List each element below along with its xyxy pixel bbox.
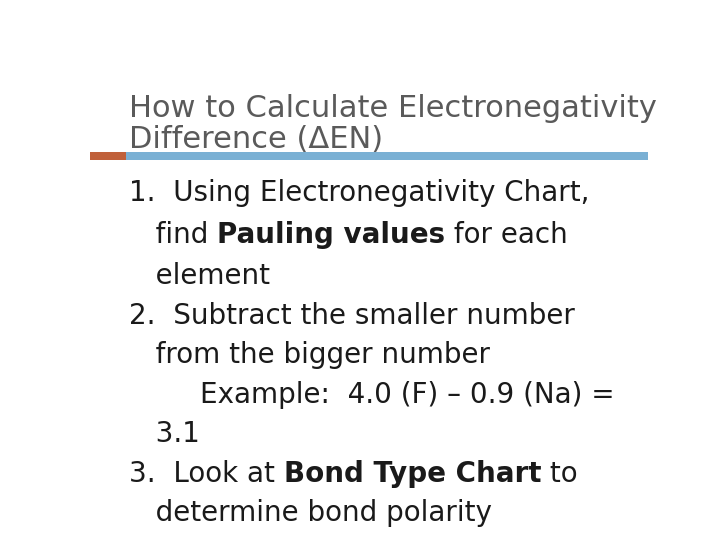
Text: Bond Type Chart: Bond Type Chart (284, 460, 541, 488)
Text: for each: for each (446, 221, 568, 249)
Text: 1.  Using Electronegativity Chart,: 1. Using Electronegativity Chart, (129, 179, 590, 207)
Text: Pauling values: Pauling values (217, 221, 446, 249)
Text: from the bigger number: from the bigger number (129, 341, 490, 369)
Text: 3.1: 3.1 (129, 420, 200, 448)
Text: 2.  Subtract the smaller number: 2. Subtract the smaller number (129, 302, 575, 330)
Text: to: to (541, 460, 578, 488)
Text: How to Calculate Electronegativity: How to Calculate Electronegativity (129, 94, 657, 123)
Text: Difference (ΔEN): Difference (ΔEN) (129, 125, 383, 154)
FancyBboxPatch shape (126, 152, 648, 160)
Text: 3.  Look at: 3. Look at (129, 460, 284, 488)
Text: determine bond polarity: determine bond polarity (129, 500, 492, 528)
FancyBboxPatch shape (90, 152, 126, 160)
Text: find: find (129, 221, 217, 249)
Text: Example:  4.0 (F) – 0.9 (Na) =: Example: 4.0 (F) – 0.9 (Na) = (129, 381, 615, 409)
Text: element: element (129, 262, 270, 291)
